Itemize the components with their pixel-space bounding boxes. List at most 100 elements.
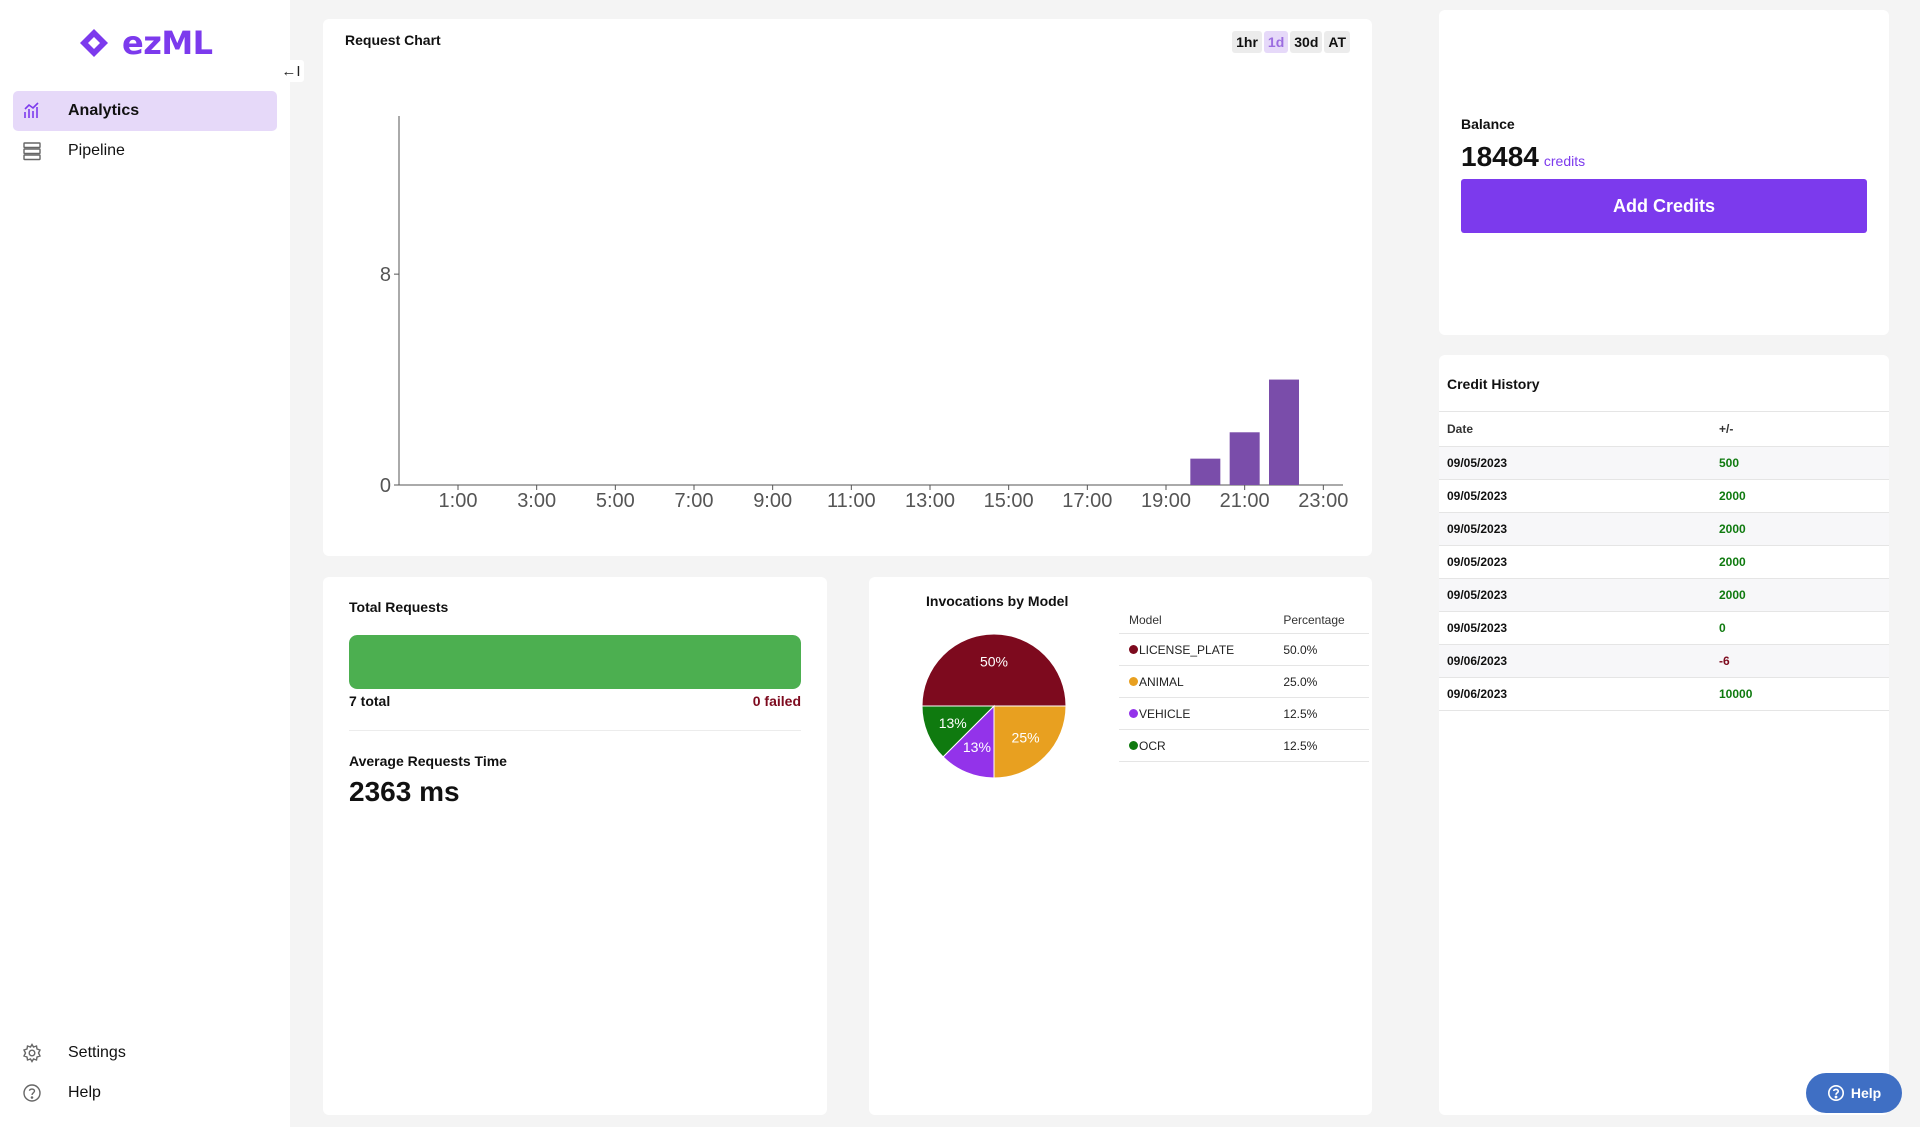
chart-bar — [1229, 432, 1260, 485]
x-tick-label: 23:00 — [1298, 490, 1348, 512]
credit-row: 09/05/2023 0 — [1439, 611, 1889, 645]
sidebar: ezML Analytics Pipeline Settings Help — [0, 0, 290, 1127]
credit-row: 09/06/2023 10000 — [1439, 677, 1889, 711]
percentage-cell: 12.5% — [1273, 697, 1369, 730]
invocations-card: Invocations by Model 50% 25% 13% 13% Model … — [869, 577, 1372, 1115]
percentage-cell: 50.0% — [1273, 633, 1369, 666]
x-tick-label: 5:00 — [596, 490, 635, 512]
x-tick-label: 15:00 — [984, 490, 1034, 512]
help-icon — [23, 1084, 41, 1102]
balance-title: Balance — [1461, 116, 1515, 132]
date-cell: 09/05/2023 — [1439, 479, 1711, 513]
credit-history-table: Date +/- 09/05/2023 500 09/05/2023 2000 09/0… — [1439, 411, 1889, 711]
x-tick-label: 21:00 — [1220, 490, 1270, 512]
percentage-cell: 12.5% — [1273, 729, 1369, 762]
chart-bar — [1190, 458, 1221, 485]
model-row: VEHICLE 12.5% — [1119, 697, 1369, 730]
failed-count: 0 failed — [752, 693, 801, 709]
model-column-header: Model — [1119, 607, 1274, 634]
pie-slice-label: 13% — [963, 739, 991, 755]
credit-row: 09/05/2023 500 — [1439, 446, 1889, 480]
pie-slice — [993, 705, 1067, 779]
model-name: LICENSE_PLATE — [1139, 643, 1235, 657]
model-name: VEHICLE — [1139, 707, 1191, 721]
logo[interactable]: ezML — [78, 24, 213, 62]
x-tick-label: 7:00 — [675, 490, 714, 512]
add-credits-button[interactable]: Add Credits — [1461, 179, 1867, 233]
x-tick-label: 9:00 — [753, 490, 792, 512]
pie-slice-label: 13% — [939, 715, 967, 731]
help-circle-icon — [1827, 1084, 1844, 1102]
model-name: OCR — [1139, 739, 1166, 753]
balance-card: Balance 18484 credits Add Credits — [1439, 10, 1889, 335]
sidebar-item-settings[interactable]: Settings — [13, 1033, 277, 1073]
x-tick-label: 3:00 — [517, 490, 556, 512]
range-selector: 1hr 1d 30d AT — [1232, 31, 1350, 53]
date-cell: 09/05/2023 — [1439, 611, 1711, 645]
x-tick-label: 17:00 — [1062, 490, 1112, 512]
legend-dot — [1129, 741, 1138, 751]
date-cell: 09/05/2023 — [1439, 512, 1711, 546]
credit-row: 09/05/2023 2000 — [1439, 578, 1889, 612]
chart-bar — [1269, 379, 1299, 485]
logo-text: ezML — [122, 24, 213, 62]
total-requests-title: Total Requests — [349, 599, 449, 615]
model-row: OCR 12.5% — [1119, 729, 1369, 762]
date-column-header: Date — [1439, 411, 1711, 447]
pie-slice — [921, 705, 996, 758]
date-cell: 09/06/2023 — [1439, 644, 1711, 678]
balance-value: 18484 — [1461, 141, 1539, 172]
range-1d-button[interactable]: 1d — [1263, 31, 1289, 53]
invocations-title: Invocations by Model — [926, 593, 1069, 609]
sidebar-item-analytics[interactable]: Analytics — [13, 91, 277, 131]
sidebar-item-label: Analytics — [68, 102, 140, 119]
balance-unit: credits — [1543, 153, 1586, 169]
x-tick-label: 13:00 — [905, 490, 955, 512]
range-1hr-button[interactable]: 1hr — [1232, 31, 1262, 53]
date-cell: 09/06/2023 — [1439, 677, 1711, 711]
x-tick-label: 19:00 — [1141, 490, 1191, 512]
credit-row: 09/05/2023 2000 — [1439, 545, 1889, 579]
range-30d-button[interactable]: 30d — [1290, 31, 1323, 53]
request-chart-title: Request Chart — [345, 32, 441, 48]
sidebar-item-help[interactable]: Help — [13, 1073, 277, 1113]
delta-column-header: +/- — [1711, 411, 1889, 447]
credit-row: 09/05/2023 2000 — [1439, 479, 1889, 513]
percentage-column-header: Percentage — [1273, 607, 1369, 634]
legend-dot — [1129, 677, 1138, 687]
table-header-row: Date +/- — [1439, 411, 1889, 447]
analytics-icon — [24, 102, 39, 118]
delta-cell: 2000 — [1711, 545, 1889, 579]
model-cell: VEHICLE — [1119, 697, 1274, 730]
range-at-button[interactable]: AT — [1324, 31, 1350, 53]
sidebar-item-label: Help — [68, 1084, 101, 1101]
requests-progress-bar — [349, 635, 801, 689]
request-chart-card: Request Chart 1hr 1d 30d AT 0 8 1:00 3:00 5:… — [323, 19, 1372, 556]
divider — [349, 730, 801, 731]
delta-cell: 500 — [1711, 446, 1889, 480]
collapse-sidebar-button[interactable]: ←I — [278, 60, 304, 82]
help-fab-button[interactable]: Help — [1806, 1073, 1902, 1113]
model-row: ANIMAL 25.0% — [1119, 665, 1369, 698]
model-table: Model Percentage LICENSE_PLATE 50.0% ANIMA… — [1119, 607, 1369, 762]
logo-icon — [80, 29, 108, 57]
credit-history-title: Credit History — [1447, 376, 1540, 392]
model-name: ANIMAL — [1139, 675, 1184, 689]
total-count: 7 total — [349, 693, 391, 709]
avg-time-value: 2363 ms — [349, 776, 460, 807]
x-tick-label: 11:00 — [827, 490, 876, 512]
delta-cell: 10000 — [1711, 677, 1889, 711]
legend-dot — [1129, 709, 1138, 719]
pie-slice-label: 50% — [980, 653, 1008, 669]
delta-cell: 2000 — [1711, 578, 1889, 612]
credit-row: 09/05/2023 2000 — [1439, 512, 1889, 546]
credit-history-card: Credit History Date +/- 09/05/2023 500 09/… — [1439, 355, 1889, 1115]
delta-cell: 2000 — [1711, 512, 1889, 546]
pie-slice-label: 25% — [1012, 730, 1040, 746]
avg-time-title: Average Requests Time — [349, 753, 507, 769]
pipeline-icon — [23, 142, 41, 161]
sidebar-item-pipeline[interactable]: Pipeline — [13, 131, 277, 171]
help-fab-label: Help — [1850, 1085, 1882, 1101]
model-row: LICENSE_PLATE 50.0% — [1119, 633, 1369, 666]
model-cell: OCR — [1119, 729, 1274, 762]
